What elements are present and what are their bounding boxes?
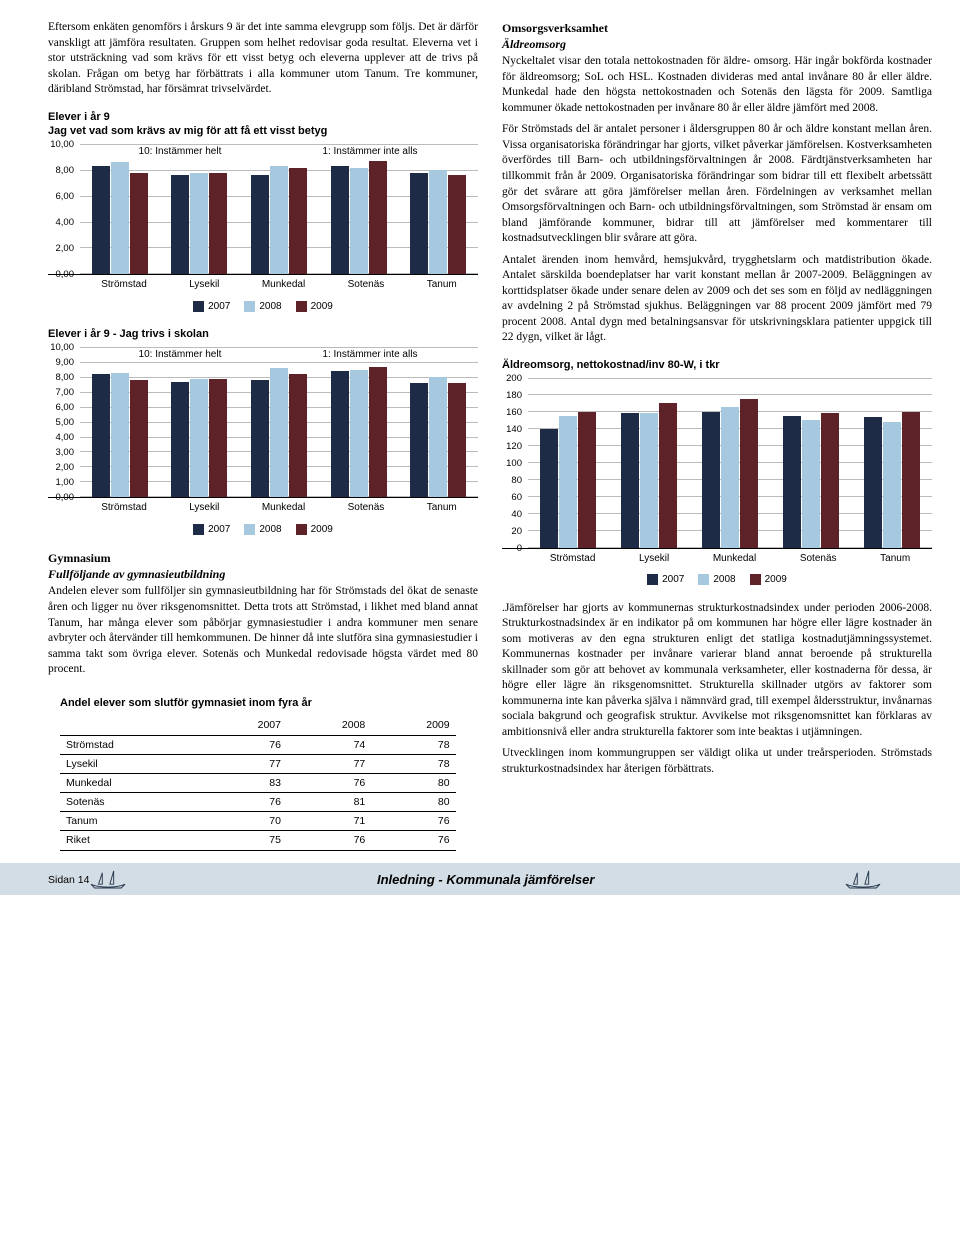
table-title: Andel elever som slutför gymnasiet inom … [60,696,478,711]
chart2-title: Elever i år 9 - Jag trivs i skolan [48,327,478,342]
page-content: Eftersom enkäten genomförs i årskurs 9 ä… [0,0,960,863]
chart3-plot: 020406080100120140160180200StrömstadLyse… [502,379,932,587]
page-number: Sidan 14 [48,873,89,887]
aldreomsorg-heading: Äldreomsorg [502,36,932,52]
chart2-plot: 10: Instämmer helt1: Instämmer inte alls… [48,348,478,536]
right-p1: Nyckeltalet visar den totala nettokostna… [502,54,932,116]
chart1-title-line1: Elever i år 9 [48,111,110,123]
chart-trivs: Elever i år 9 - Jag trivs i skolan 10: I… [48,327,478,536]
page-footer: Sidan 14 Inledning - Kommunala jämförels… [0,863,960,895]
right-p5: Utvecklingen inom kommungruppen ser väld… [502,746,932,777]
chart1-title: Elever i år 9 Jag vet vad som krävs av m… [48,110,478,140]
omsorg-heading: Omsorgsverksamhet [502,20,932,36]
left-column: Eftersom enkäten genomförs i årskurs 9 ä… [48,20,478,851]
intro-paragraph: Eftersom enkäten genomförs i årskurs 9 ä… [48,20,478,98]
right-column: Omsorgsverksamhet Äldreomsorg Nyckeltale… [502,20,932,851]
chart1-title-line2: Jag vet vad som krävs av mig för att få … [48,125,327,137]
chart1-plot: 10: Instämmer helt1: Instämmer inte alls… [48,145,478,313]
chart-aldreomsorg: Äldreomsorg, nettokostnad/inv 80-W, i tk… [502,358,932,587]
right-p3: Antalet ärenden inom hemvård, hemsjukvår… [502,253,932,346]
chart3-title: Äldreomsorg, nettokostnad/inv 80-W, i tk… [502,358,932,373]
gymnasium-heading: Gymnasium [48,550,478,566]
gymnasium-table: 200720082009Strömstad767478Lysekil777778… [60,716,456,850]
gymnasium-subheading: Fullföljande av gymnasieutbildning [48,566,478,582]
right-p4: .Jämförelser har gjorts av kommunernas s… [502,601,932,741]
footer-title: Inledning - Kommunala jämförelser [127,871,844,889]
gymnasium-paragraph: Andelen elever som fullföljer sin gymnas… [48,584,478,677]
right-p2: För Strömstads del är antalet personer i… [502,122,932,246]
boat-icon-left [89,869,127,891]
boat-icon-right [844,869,882,891]
chart-betyg: Elever i år 9 Jag vet vad som krävs av m… [48,110,478,314]
